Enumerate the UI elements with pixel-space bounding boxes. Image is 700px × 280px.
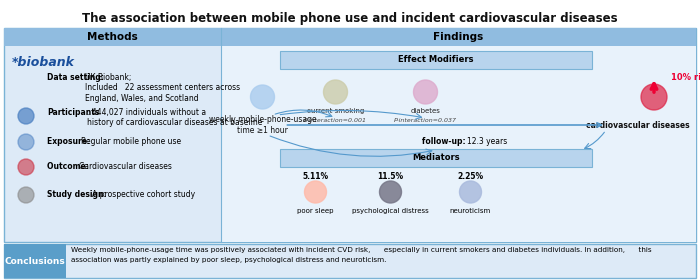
- FancyBboxPatch shape: [4, 244, 66, 278]
- Text: 12.3 years: 12.3 years: [468, 137, 508, 146]
- Text: weekly mobile-phone-usage
time ≥1 hour: weekly mobile-phone-usage time ≥1 hour: [209, 115, 316, 135]
- Circle shape: [18, 187, 34, 203]
- Text: 10% risk: 10% risk: [671, 73, 700, 81]
- Text: UK Biobank;
Included   22 assessment centers across
England, Wales, and Scotland: UK Biobank; Included 22 assessment cente…: [85, 73, 240, 103]
- Circle shape: [304, 181, 326, 203]
- Text: Effect Modifiers: Effect Modifiers: [398, 55, 473, 64]
- Text: association was partly explained by poor sleep, psychological distress and neuro: association was partly explained by poor…: [71, 257, 386, 263]
- Text: poor sleep: poor sleep: [298, 208, 334, 214]
- Text: Methods: Methods: [87, 32, 138, 42]
- Text: follow-up:: follow-up:: [422, 137, 468, 146]
- FancyBboxPatch shape: [279, 51, 592, 69]
- Text: P-interaction=0.001: P-interaction=0.001: [304, 118, 367, 123]
- Circle shape: [414, 80, 438, 104]
- Text: A prospective cohort study: A prospective cohort study: [92, 190, 195, 199]
- FancyBboxPatch shape: [279, 149, 592, 167]
- Text: Outcome:: Outcome:: [47, 162, 92, 171]
- Text: Conclusions: Conclusions: [5, 256, 65, 265]
- Circle shape: [323, 80, 347, 104]
- Circle shape: [379, 181, 402, 203]
- Text: Mediators: Mediators: [412, 153, 460, 162]
- Text: 11.5%: 11.5%: [377, 172, 404, 181]
- Text: Exposure:: Exposure:: [47, 137, 92, 146]
- Text: cardiovascular diseases: cardiovascular diseases: [587, 120, 690, 129]
- FancyBboxPatch shape: [220, 28, 696, 46]
- Text: current smoking: current smoking: [307, 108, 364, 114]
- Text: Regular mobile phone use: Regular mobile phone use: [81, 137, 181, 146]
- Text: Findings: Findings: [433, 32, 484, 42]
- Text: diabetes: diabetes: [411, 108, 440, 114]
- Text: : 444,027 individuals without a
history of cardiovascular diseases at baseline: : 444,027 individuals without a history …: [87, 108, 262, 127]
- Text: Cardiovascular diseases: Cardiovascular diseases: [79, 162, 172, 171]
- Text: Study design:: Study design:: [47, 190, 109, 199]
- FancyBboxPatch shape: [220, 46, 696, 242]
- Circle shape: [641, 84, 667, 110]
- Text: psychological distress: psychological distress: [352, 208, 429, 214]
- Text: *biobank: *biobank: [12, 55, 75, 69]
- Text: 2.25%: 2.25%: [457, 172, 484, 181]
- Text: The association between mobile phone use and incident cardiovascular diseases: The association between mobile phone use…: [82, 12, 618, 25]
- Text: 5.11%: 5.11%: [302, 172, 328, 181]
- Text: P-interaction=0.037: P-interaction=0.037: [394, 118, 457, 123]
- Text: neuroticism: neuroticism: [450, 208, 491, 214]
- FancyBboxPatch shape: [4, 28, 220, 46]
- Circle shape: [18, 108, 34, 124]
- FancyBboxPatch shape: [4, 244, 696, 278]
- Text: Participants: Participants: [47, 108, 99, 117]
- Circle shape: [459, 181, 482, 203]
- Circle shape: [251, 85, 274, 109]
- Text: Data setting:: Data setting:: [47, 73, 106, 82]
- Text: Weekly mobile-phone-usage time was positively associated with incident CVD risk,: Weekly mobile-phone-usage time was posit…: [71, 247, 652, 253]
- FancyBboxPatch shape: [4, 28, 696, 242]
- Circle shape: [18, 159, 34, 175]
- Circle shape: [18, 134, 34, 150]
